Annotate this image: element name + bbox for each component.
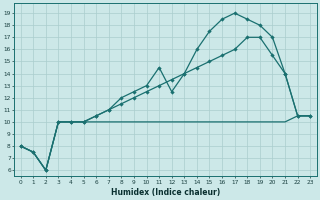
X-axis label: Humidex (Indice chaleur): Humidex (Indice chaleur) xyxy=(111,188,220,197)
